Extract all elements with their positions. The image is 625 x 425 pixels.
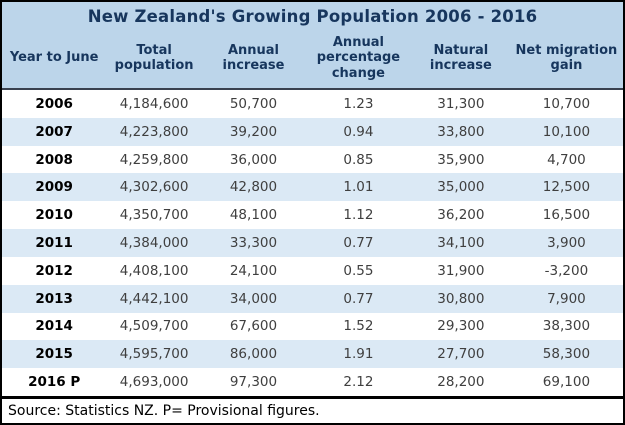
table-cell: 36,200: [437, 207, 485, 224]
table-cell: 0.77: [343, 290, 374, 307]
table-cell: 24,100: [229, 262, 278, 279]
table-row: 2012 4,408,100 24,100 0.55 31,900 -3,200: [2, 256, 623, 285]
column-header-total-population: Total population: [114, 42, 194, 73]
table-cell: 42,800: [229, 179, 278, 196]
table-cell: 39,200: [229, 123, 278, 140]
table-row: 2009 4,302,600 42,800 1.01 35,000 12,500: [2, 173, 623, 202]
table-cell: 34,100: [437, 234, 485, 251]
table-cell-year: 2006: [35, 95, 73, 112]
table-cell: 67,600: [229, 318, 278, 335]
table-cell: 4,259,800: [119, 151, 189, 168]
table-cell: 29,300: [437, 318, 485, 335]
table-cell: 1.12: [343, 207, 374, 224]
table-cell-year: 2011: [35, 234, 73, 251]
table-cell: 4,509,700: [119, 318, 189, 335]
table-row: 2010 4,350,700 48,100 1.12 36,200 16,500: [2, 201, 623, 230]
table-cell: 28,200: [437, 374, 485, 391]
table-cell: 4,693,000: [119, 374, 189, 391]
table-cell: 36,000: [229, 151, 278, 168]
table-cell: 0.77: [343, 234, 374, 251]
table-cell: 12,500: [542, 179, 591, 196]
table-cell: 4,350,700: [119, 207, 189, 224]
table-title: New Zealand's Growing Population 2006 - …: [87, 7, 538, 26]
table-row: 2011 4,384,000 33,300 0.77 34,100 3,900: [2, 229, 623, 257]
table-cell-year: 2009: [35, 179, 73, 196]
table-cell: 50,700: [229, 95, 278, 112]
source-note: Source: Statistics NZ. P= Provisional fi…: [8, 403, 320, 419]
table-cell: 4,184,600: [119, 95, 189, 112]
column-header-year-to-june: Year to June: [9, 50, 99, 66]
table-cell: 4,700: [547, 151, 586, 168]
table-cell: 35,000: [437, 179, 485, 196]
table-row: 2007 4,223,800 39,200 0.94 33,800 10,100: [2, 117, 623, 146]
table-row: 2006 4,184,600 50,700 1.23 31,300 10,700: [2, 90, 623, 118]
table-cell: 97,300: [229, 374, 278, 391]
table-cell: 31,900: [437, 262, 485, 279]
column-header-annual-increase: Annual increase: [222, 42, 285, 73]
source-row: Source: Statistics NZ. P= Provisional fi…: [2, 399, 623, 423]
table-cell: 31,300: [437, 95, 485, 112]
table-row: 2013 4,442,100 34,000 0.77 30,800 7,900: [2, 284, 623, 313]
table-cell-year: 2012: [35, 262, 73, 279]
table-cell: 4,595,700: [119, 346, 189, 363]
table-cell: 4,302,600: [119, 179, 189, 196]
table-cell: 1.91: [343, 346, 374, 363]
table-cell: 4,408,100: [119, 262, 189, 279]
column-header-row: Year to June Total population Annual inc…: [2, 28, 623, 88]
table-cell: -3,200: [544, 262, 589, 279]
table-cell: 0.85: [343, 151, 374, 168]
table-row: 2008 4,259,800 36,000 0.85 35,900 4,700: [2, 145, 623, 174]
table-bottom-rule: [2, 396, 623, 399]
table-cell: 16,500: [542, 207, 591, 224]
table-cell: 27,700: [437, 346, 485, 363]
table-cell: 2.12: [343, 374, 374, 391]
table-body: 2006 4,184,600 50,700 1.23 31,300 10,700 2007 4…: [2, 90, 623, 396]
table-cell: 3,900: [547, 234, 586, 251]
column-header-annual-percentage-change: Annual percentage change: [316, 35, 401, 81]
table-cell-year: 2008: [35, 151, 73, 168]
table-header-band: New Zealand's Growing Population 2006 - …: [2, 2, 623, 90]
table-cell-year: 2013: [35, 290, 73, 307]
table-cell: 48,100: [229, 207, 278, 224]
table-cell: 10,700: [542, 95, 591, 112]
table-cell: 33,800: [437, 123, 485, 140]
table-cell: 1.01: [343, 179, 374, 196]
table-row: 2016 P 4,693,000 97,300 2.12 28,200 69,100: [2, 368, 623, 396]
table-cell-year: 2014: [35, 318, 73, 335]
table-cell: 0.94: [343, 123, 374, 140]
table-cell: 1.23: [343, 95, 374, 112]
column-header-net-migration-gain: Net migration gain: [515, 42, 618, 73]
table-cell: 0.55: [343, 262, 374, 279]
table-cell: 86,000: [229, 346, 278, 363]
table-cell: 38,300: [542, 318, 591, 335]
table-row: 2015 4,595,700 86,000 1.91 27,700 58,300: [2, 340, 623, 369]
table-cell: 35,900: [437, 151, 485, 168]
table-cell: 1.52: [343, 318, 374, 335]
table-cell: 10,100: [542, 123, 591, 140]
table-cell-year: 2010: [35, 207, 73, 224]
table-cell: 33,300: [229, 234, 278, 251]
table-cell: 58,300: [542, 346, 591, 363]
table-cell-year: 2007: [35, 123, 73, 140]
table-cell: 4,442,100: [119, 290, 189, 307]
table-cell: 7,900: [547, 290, 586, 307]
table-cell: 4,384,000: [119, 234, 189, 251]
table-cell: 4,223,800: [119, 123, 189, 140]
table-cell: 30,800: [437, 290, 485, 307]
table-cell: 69,100: [542, 374, 591, 391]
table-cell-year: 2015: [35, 346, 73, 363]
table-cell: 34,000: [229, 290, 278, 307]
table-row: 2014 4,509,700 67,600 1.52 29,300 38,300: [2, 312, 623, 341]
table-cell-year: 2016 P: [28, 374, 81, 391]
column-header-natural-increase: Natural increase: [429, 42, 492, 73]
